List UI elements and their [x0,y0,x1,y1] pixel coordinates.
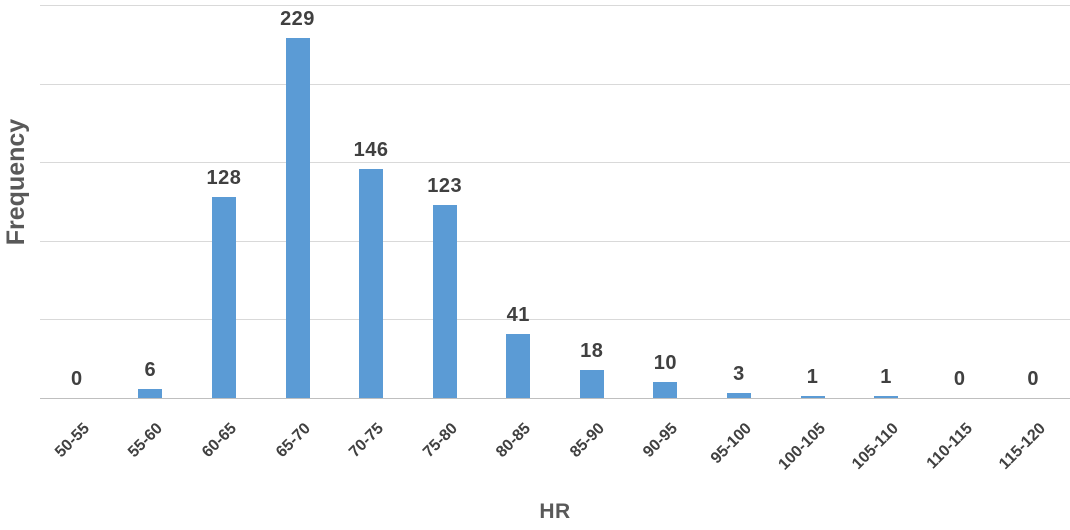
bar-value-label: 123 [427,174,463,197]
bar-75-80 [432,204,457,398]
bar-95-100 [726,393,751,398]
plot-area: 0 6 128 229 146 123 41 18 10 3 1 1 0 0 [40,5,1070,399]
bar-value-label: 18 [580,339,604,362]
x-axis-line [40,398,1070,399]
bar-value-label: 1 [806,366,819,389]
x-axis-title: HR [539,500,571,523]
bar-value-label: 1 [880,366,892,389]
bar-value-label: 0 [70,368,83,390]
bar-value-label: 229 [280,8,315,31]
bar-70-75 [359,168,384,398]
bar-value-label: 128 [206,166,242,189]
bar-value-label: 146 [353,138,389,161]
bar-85-90 [579,369,604,398]
y-axis-title: Frequency [2,118,30,246]
bar-80-85 [506,333,531,398]
gridline-100 [40,240,1070,242]
gridline-250 [40,5,1070,6]
bar-value-label: 41 [506,303,530,326]
bar-value-label: 10 [653,352,677,375]
bar-value-label: 6 [144,358,157,381]
bar-55-60 [138,388,163,398]
bar-65-70 [285,38,310,398]
gridline-150 [40,162,1070,164]
bar-90-95 [653,382,678,398]
bar-105-110 [874,396,899,398]
bar-100-105 [800,396,825,398]
bar-value-label: 3 [733,363,745,386]
bar-60-65 [211,196,236,398]
bar-value-label: 0 [1027,368,1040,390]
gridline-50 [40,319,1070,321]
bar-value-label: 0 [953,368,966,390]
gridline-200 [40,83,1070,85]
